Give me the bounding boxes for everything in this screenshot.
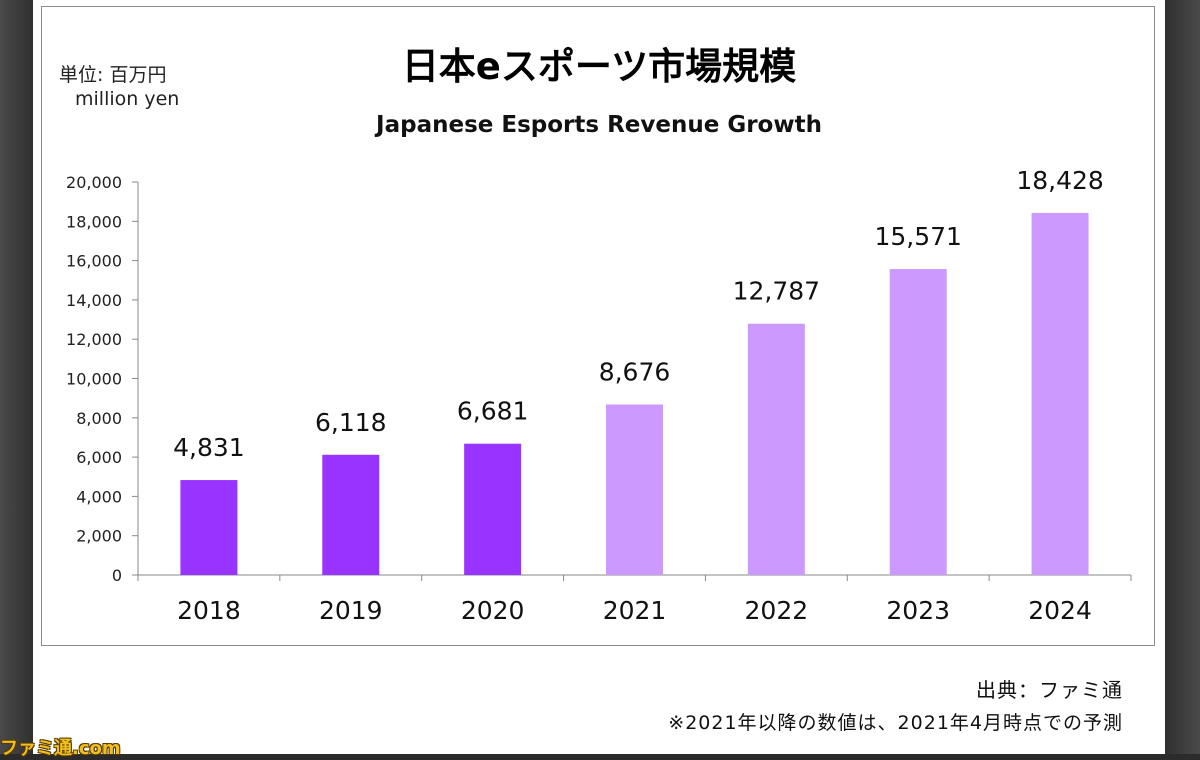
x-tick-label: 2020 [461,596,525,625]
y-tick-label: 0 [112,566,122,585]
bar-chart: 0 2,000 4,000 6,000 8,000 10,000 12,000 14,000 1… [66,166,1132,625]
bar [889,269,947,575]
right-border [1165,0,1200,754]
bar [180,480,238,575]
bar-value-label: 8,676 [599,358,671,387]
site-watermark: ファミ通.com [0,738,121,759]
y-tick-label: 12,000 [66,330,122,349]
bar-value-label: 15,571 [874,222,961,251]
source-credit: 出典：ファミ通 [976,678,1123,702]
y-tick-label: 16,000 [66,252,122,271]
x-tick-label: 2021 [603,596,667,625]
bar-value-label: 18,428 [1016,166,1103,195]
x-tick-label: 2022 [745,596,809,625]
forecast-note: ※2021年以降の数値は、2021年4月時点での予測 [668,712,1123,734]
chart-title-jp: 日本eスポーツ市場規模 [401,45,797,88]
unit-label-jp: 単位: 百万円 [59,64,167,86]
bar-value-label: 4,831 [173,433,245,462]
x-tick-label: 2019 [319,596,383,625]
x-tick-label: 2024 [1028,596,1092,625]
bar [1031,212,1089,575]
y-tick-label: 2,000 [76,527,122,546]
bar-value-label: 12,787 [733,277,820,306]
y-tick-label: 6,000 [76,448,122,467]
x-tick-label: 2023 [886,596,950,625]
bar [747,323,805,575]
unit-label-en: million yen [75,88,180,110]
bar-value-label: 6,681 [457,397,529,426]
y-tick-label: 10,000 [66,370,122,389]
left-border [0,0,33,754]
y-tick-label: 8,000 [76,409,122,428]
y-tick-label: 20,000 [66,173,122,192]
y-tick-label: 4,000 [76,487,122,506]
y-tick-label: 18,000 [66,212,122,231]
chart-title-en: Japanese Esports Revenue Growth [376,112,822,138]
bar [322,454,380,575]
y-tick-label: 14,000 [66,291,122,310]
slide: 単位: 百万円 million yen 日本eスポーツ市場規模 Japanese… [33,0,1165,754]
bar [464,443,522,575]
bar [606,404,663,575]
bar-value-label: 6,118 [315,408,387,437]
x-tick-label: 2018 [177,596,241,625]
